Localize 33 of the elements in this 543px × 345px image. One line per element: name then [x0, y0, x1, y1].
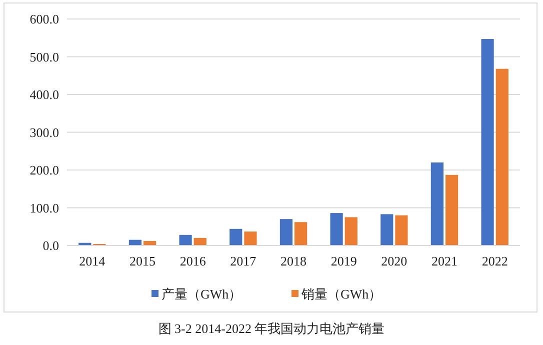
y-tick-label: 100.0 — [30, 200, 59, 216]
x-tick-label: 2018 — [280, 254, 306, 268]
y-tick-label: 400.0 — [30, 87, 59, 102]
bar — [344, 217, 358, 246]
x-tick-label: 2015 — [130, 254, 156, 268]
y-tick-label: 500.0 — [30, 49, 59, 64]
bar — [280, 219, 292, 246]
x-tick-label: 2022 — [482, 254, 508, 268]
bar — [244, 232, 257, 246]
bar — [446, 174, 458, 246]
bar — [395, 215, 408, 246]
caption: 图 3-2 2014-2022 年我国动力电池产销量 — [158, 321, 385, 336]
x-tick-label: 2020 — [381, 254, 408, 268]
bar — [380, 214, 394, 246]
bar — [294, 222, 308, 246]
x-tick-label: 2019 — [330, 254, 357, 268]
bar — [481, 39, 494, 246]
x-tick-label: 2014 — [79, 254, 106, 268]
bar — [194, 238, 206, 246]
bar — [330, 213, 343, 246]
x-tick-label: 2016 — [180, 254, 206, 268]
legend-label: 产量（GWh） — [162, 286, 242, 302]
y-tick-label: 0.0 — [42, 238, 59, 254]
bar — [230, 228, 242, 246]
y-tick-label: 200.0 — [30, 162, 59, 178]
bar — [496, 68, 508, 246]
bar — [179, 234, 192, 246]
x-tick-label: 2017 — [230, 254, 257, 268]
legend-label: 销量（GWh） — [300, 286, 382, 302]
y-tick-label: 300.0 — [30, 124, 59, 140]
y-tick-label: 600.0 — [30, 12, 59, 27]
bar — [430, 162, 444, 246]
x-tick-label: 2021 — [432, 254, 458, 268]
